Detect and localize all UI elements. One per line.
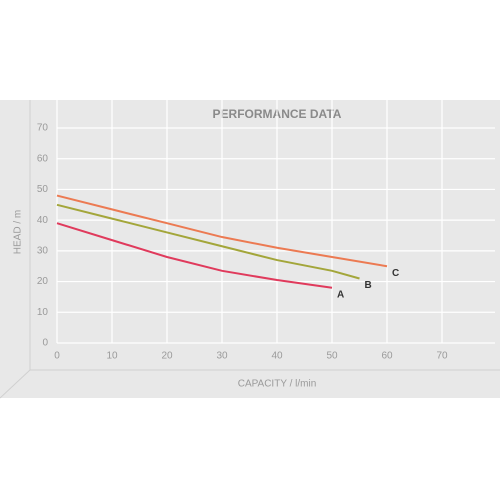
y-tick-label: 40 [37,215,49,226]
x-tick-label: 40 [271,351,283,362]
x-tick-label: 50 [326,351,338,362]
x-axis-label: CAPACITY / l/min [238,379,317,390]
series-line [56,203,360,280]
series-label: A [337,289,344,300]
y-tick-label: 30 [37,245,49,256]
x-tick-label: 10 [106,351,118,362]
x-tick-label: 20 [161,351,173,362]
series-line [56,222,333,289]
panel [0,100,500,398]
y-tick-label: 50 [37,184,49,195]
series-label: C [392,268,399,279]
y-tick-label: 0 [42,338,48,349]
x-tick-label: 60 [381,351,393,362]
x-tick-label: 0 [54,351,60,362]
y-tick-label: 60 [37,153,49,164]
y-tick-label: 70 [37,123,49,134]
series-label: B [365,280,372,291]
y-axis-label: HEAD / m [13,210,24,254]
x-tick-label: 30 [216,351,228,362]
corner-edge [0,369,31,399]
series-line [56,194,388,268]
x-tick-label: 70 [436,351,448,362]
y-tick-label: 20 [37,276,49,287]
y-tick-label: 10 [37,307,49,318]
